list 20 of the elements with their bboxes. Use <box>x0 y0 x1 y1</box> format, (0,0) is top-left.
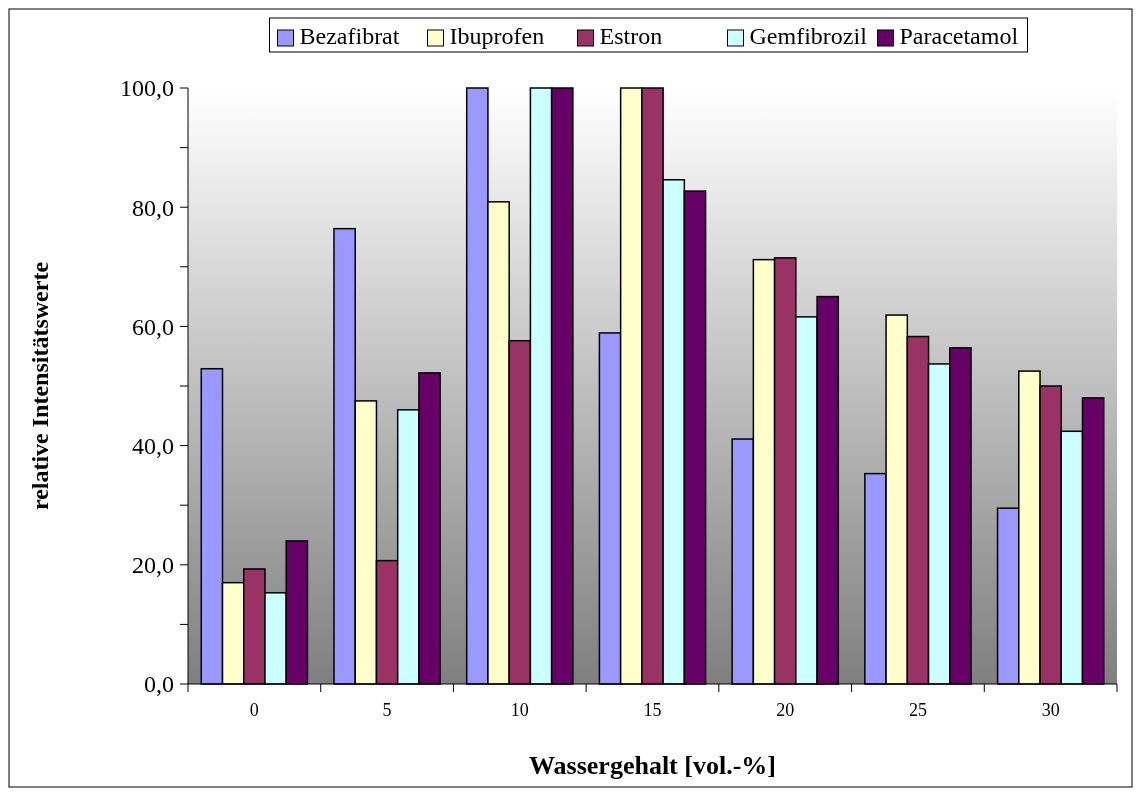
x-tick-label: 20 <box>776 700 795 720</box>
x-tick-label: 15 <box>643 700 662 720</box>
x-tick-label: 5 <box>382 700 392 720</box>
y-tick-label: 60,0 <box>132 313 174 340</box>
x-axis-title: Wassergehalt [vol.-%] <box>529 751 776 780</box>
y-tick-label: 0,0 <box>144 671 174 698</box>
x-tick-label: 30 <box>1041 700 1060 720</box>
y-axis-title: relative Intensitätswerte <box>27 261 53 511</box>
y-tick-label: 20,0 <box>132 552 174 579</box>
legend-label: Ibuprofen <box>449 23 545 49</box>
y-tick-label: 80,0 <box>132 194 174 221</box>
y-tick-label: 40,0 <box>132 433 174 459</box>
x-tick-label: 0 <box>249 700 259 720</box>
legend-label: Estron <box>599 23 663 49</box>
x-tick-label: 25 <box>908 700 927 720</box>
legend-label: Paracetamol <box>899 23 1019 49</box>
legend-label: Bezafibrat <box>299 23 400 49</box>
y-tick-label: 100,0 <box>120 75 174 102</box>
x-tick-label: 10 <box>510 700 529 720</box>
legend-label: Gemfibrozil <box>749 23 868 49</box>
